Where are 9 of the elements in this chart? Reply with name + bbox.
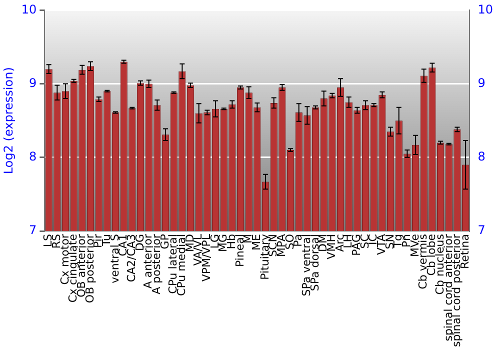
y-tick-label: 8 <box>29 150 37 164</box>
y2-tick-label: 9 <box>478 76 486 90</box>
y-tick-label: 10 <box>21 2 37 16</box>
y2-tick-label: 8 <box>478 150 486 164</box>
y2-tick-label: 7 <box>478 223 486 238</box>
y-tick-label: 7 <box>29 223 37 238</box>
y-axis-title: Log2 (expression) <box>1 67 16 174</box>
y2-tick-label: 10 <box>478 2 494 16</box>
y-tick-label: 9 <box>29 76 37 90</box>
